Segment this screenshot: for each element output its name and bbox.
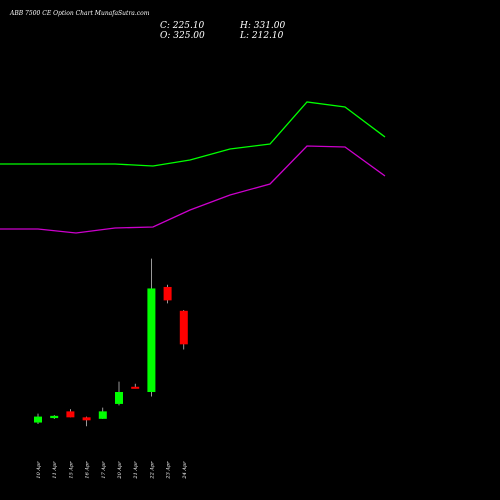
candles-layer bbox=[34, 258, 188, 427]
lower-band-line bbox=[0, 145, 386, 234]
upper-band-line bbox=[0, 101, 386, 167]
x-tick-label: 17 Apr bbox=[101, 461, 107, 479]
x-tick-label: 24 Apr bbox=[182, 461, 188, 480]
x-tick-label: 23 Apr bbox=[166, 461, 172, 480]
candle-body bbox=[163, 286, 172, 301]
candle-body bbox=[34, 416, 42, 423]
candle-body bbox=[82, 417, 91, 421]
ohlc-low: L: 212.10 bbox=[239, 31, 284, 41]
x-tick-label: 15 Apr bbox=[68, 461, 74, 479]
bands-layer bbox=[0, 101, 386, 234]
candle-body bbox=[50, 415, 59, 419]
candle-body bbox=[66, 411, 75, 418]
ohlc-high: H: 331.00 bbox=[239, 21, 286, 31]
x-tick-label: 20 Apr bbox=[117, 461, 123, 480]
x-tick-label: 22 Apr bbox=[149, 461, 155, 480]
candle-body bbox=[131, 386, 140, 389]
candle-body bbox=[147, 288, 156, 393]
chart-title: ABB 7500 CE Option Chart MunafaSutra.com bbox=[9, 10, 150, 17]
x-tick-label: 21 Apr bbox=[133, 461, 139, 480]
x-tick-labels: 10 Apr 11 Apr 15 Apr 16 Apr 17 Apr 20 Apr 21 A… bbox=[36, 461, 188, 480]
candle-body bbox=[115, 392, 123, 404]
x-tick-label: 11 Apr bbox=[52, 461, 58, 479]
ohlc-close: C: 225.10 bbox=[160, 21, 205, 31]
candle-body bbox=[98, 411, 107, 419]
x-tick-label: 16 Apr bbox=[85, 461, 91, 479]
x-tick-label: 10 Apr bbox=[36, 461, 42, 479]
ohlc-open: O: 325.00 bbox=[160, 31, 205, 41]
candle-body bbox=[179, 310, 188, 345]
